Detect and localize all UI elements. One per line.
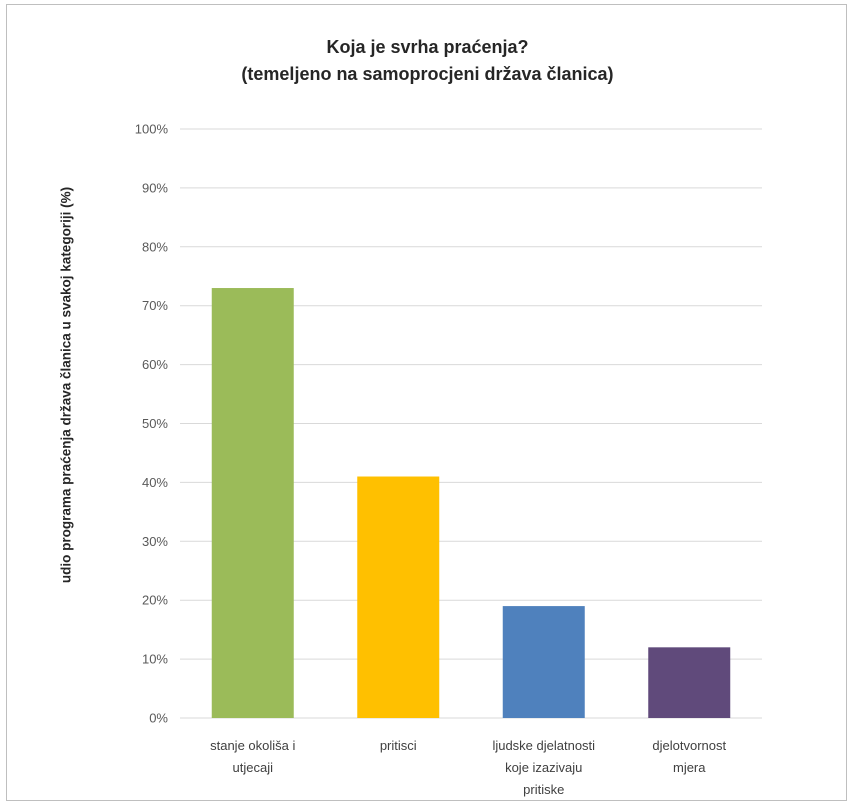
bar [648, 647, 731, 718]
chart-title: Koja je svrha praćenja? [326, 37, 529, 57]
x-category-label: stanje okoliša i utjecaji [210, 738, 295, 775]
bar [502, 606, 585, 718]
x-category-label: djelotvornost mjera [652, 738, 726, 775]
y-axis-ticks: 0% 10% 20% 30% 40% 50% 60% 70% 80% 90% 100% [135, 122, 169, 726]
y-tick-label: 50% [142, 416, 168, 431]
y-tick-label: 0% [149, 711, 168, 726]
y-tick-label: 60% [142, 357, 168, 372]
x-category-label: pritisci [380, 738, 417, 753]
x-axis-categories: stanje okoliša i utjecaji pritisci ljudske … [210, 738, 726, 797]
y-tick-label: 10% [142, 652, 168, 667]
bar [211, 288, 294, 718]
bar [357, 476, 440, 718]
y-tick-label: 20% [142, 593, 168, 608]
chart-subtitle: (temeljeno na samoprocjeni država članic… [241, 64, 614, 84]
x-category-label: ljudske djelatnosti koje izazivaju pritisk… [492, 738, 595, 797]
y-tick-label: 80% [142, 239, 168, 254]
y-tick-label: 70% [142, 298, 168, 313]
bars [211, 288, 731, 718]
y-tick-label: 90% [142, 180, 168, 195]
y-tick-label: 30% [142, 534, 168, 549]
y-tick-label: 100% [135, 122, 169, 137]
y-tick-label: 40% [142, 475, 168, 490]
